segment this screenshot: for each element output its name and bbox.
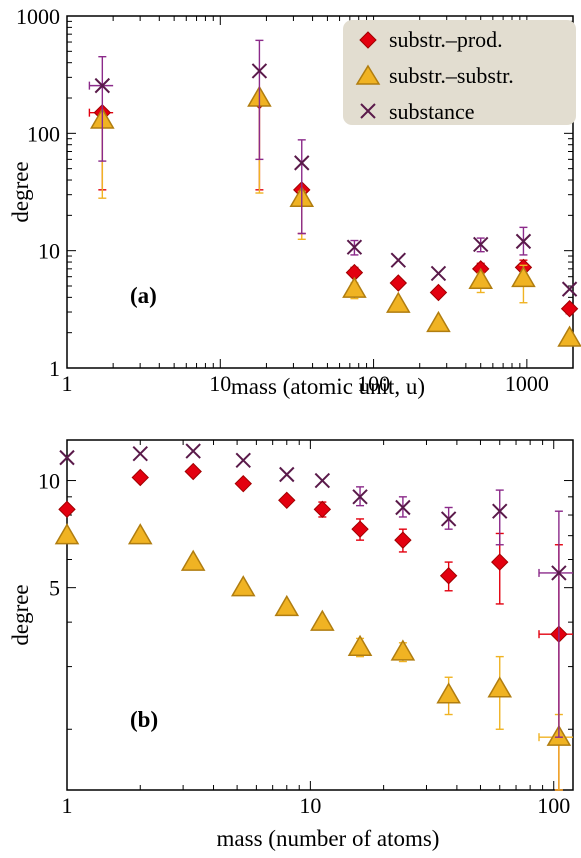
data-point-x [251,63,268,79]
data-point-x [346,239,363,255]
data-point-diamond [351,520,369,538]
data-point-diamond [313,500,332,519]
y-tick-label: 1000 [16,4,60,29]
data-point-x [294,155,310,171]
legend-label-substr-substr: substr.–substr. [389,63,514,88]
data-point-x [430,265,447,282]
x-axis-label: mass (number of atoms) [217,826,440,851]
y-tick-label: 100 [27,121,60,146]
legend-marker-x [360,103,376,119]
data-point-x [551,565,567,581]
legend-entry-substance: substance [360,99,475,124]
data-point-diamond [491,553,509,571]
data-point-x [390,252,407,268]
legend-entry-substr-substr: substr.–substr. [355,63,514,88]
x-tick-label: 1 [62,793,73,818]
data-point-triangle [487,676,513,698]
data-point-triangle [54,523,80,545]
legend-entry-substr-prod: substr.–prod. [359,27,503,52]
data-point-diamond [234,474,252,493]
data-point-diamond [389,274,408,292]
data-point-triangle [436,682,461,704]
data-point-diamond [560,300,579,318]
legend-box [343,20,576,125]
x-axis-label: mass (atomic unit, u) [231,374,425,399]
data-point-triangle [342,276,367,298]
x-tick-label: 100 [537,793,570,818]
legend-marker-triangle [355,64,381,85]
data-point-triangle [390,639,416,661]
data-point-triangle [557,325,581,347]
data-point-triangle [230,575,256,597]
data-point-diamond [439,567,458,585]
data-point-x [314,472,331,489]
x-tick-label: 10 [209,371,231,396]
data-point-triangle [468,267,494,289]
series-substance [59,443,573,738]
data-point-x [352,489,368,505]
data-point-x [279,466,295,483]
plot-frame [66,15,574,369]
data-point-triangle [347,634,373,657]
y-tick-label: 1 [49,356,60,381]
data-point-diamond [429,283,448,302]
y-axis-label: degree [8,584,33,645]
x-tick-label: 1000 [505,371,549,396]
data-point-x [395,499,411,516]
data-point-triangle [511,265,536,288]
series-substr-substr [54,523,573,791]
x-tick-label: 10 [299,793,321,818]
data-point-x [492,503,508,519]
legend-marker-diamond [359,31,377,49]
series-substr-substr [90,85,581,347]
data-point-diamond [278,491,296,510]
data-point-diamond [131,468,149,487]
data-point-triangle [180,549,206,571]
data-point-x [561,281,578,297]
data-point-diamond [58,500,76,519]
data-point-x [59,449,75,466]
panel-b: 1 10 100 5 10 mass (number of atoms) degree (b) [8,439,574,851]
series-substr-prod [88,91,579,318]
data-point-x [440,511,457,527]
data-point-x [132,445,148,462]
legend-label-substr-prod: substr.–prod. [389,27,503,52]
data-point-triangle [274,594,300,617]
data-point-x [185,443,201,459]
data-point-x [235,452,251,469]
data-point-diamond [394,531,412,549]
x-tick-label: 100 [357,371,390,396]
data-point-x [515,233,532,250]
panel-label: (b) [130,707,158,732]
data-point-triangle [426,310,451,333]
data-point-diamond [184,462,202,481]
legend: substr.–prod. substr.–substr. substance [343,20,576,125]
x-tick-label: 1 [62,371,73,396]
data-point-triangle [127,523,153,545]
series-substance [88,39,578,297]
legend-label-substance: substance [389,99,475,124]
plot-frame [66,439,574,791]
y-tick-label: 10 [38,239,60,264]
y-axis-label: degree [8,161,33,222]
panel-a: 1 10 100 1000 1 10 100 1000 mass (atomic unit, u… [8,4,581,399]
y-tick-label: 5 [49,576,60,601]
data-point-triangle [310,609,335,631]
data-point-triangle [386,291,411,313]
y-tick-label: 10 [38,469,60,494]
data-point-x [473,236,489,253]
data-point-x [94,77,111,94]
panel-label: (a) [130,283,157,308]
